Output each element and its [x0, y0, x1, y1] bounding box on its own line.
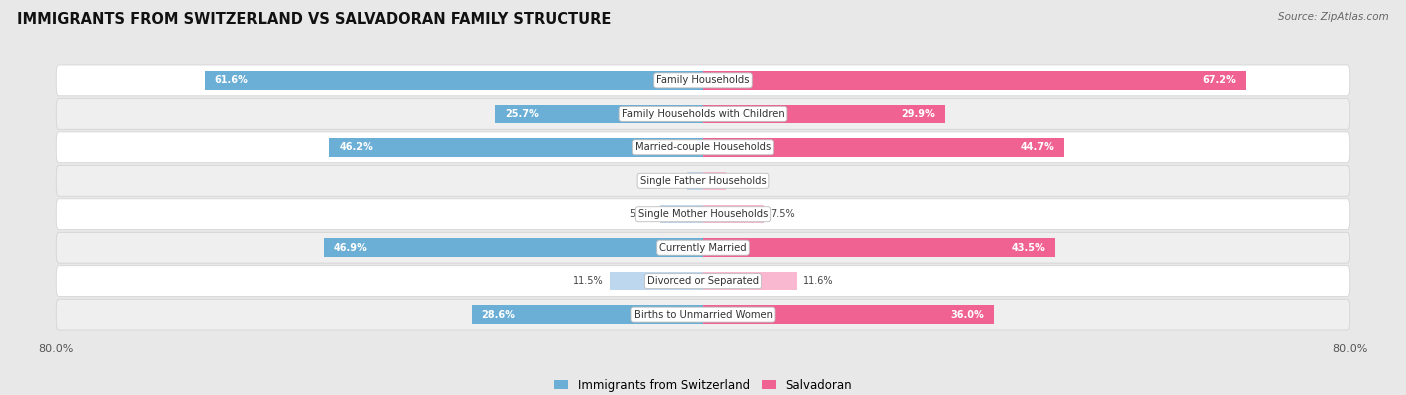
- Bar: [688, 171, 703, 190]
- FancyBboxPatch shape: [56, 98, 1350, 129]
- Text: Married-couple Households: Married-couple Households: [636, 142, 770, 152]
- FancyBboxPatch shape: [56, 65, 1350, 96]
- Text: Single Mother Households: Single Mother Households: [638, 209, 768, 219]
- Legend: Immigrants from Switzerland, Salvadoran: Immigrants from Switzerland, Salvadoran: [550, 374, 856, 395]
- Text: Currently Married: Currently Married: [659, 243, 747, 253]
- Text: 5.3%: 5.3%: [628, 209, 654, 219]
- Text: 11.5%: 11.5%: [572, 276, 603, 286]
- Text: Family Households: Family Households: [657, 75, 749, 85]
- Text: 2.0%: 2.0%: [655, 176, 681, 186]
- FancyBboxPatch shape: [56, 266, 1350, 297]
- Bar: [703, 205, 763, 224]
- Text: 28.6%: 28.6%: [481, 310, 516, 320]
- Text: 2.9%: 2.9%: [733, 176, 758, 186]
- Bar: [703, 239, 1054, 257]
- FancyBboxPatch shape: [56, 299, 1350, 330]
- FancyBboxPatch shape: [56, 232, 1350, 263]
- Text: 46.9%: 46.9%: [333, 243, 367, 253]
- Bar: [495, 105, 703, 123]
- Text: 25.7%: 25.7%: [505, 109, 538, 119]
- Bar: [661, 205, 703, 224]
- Bar: [205, 71, 703, 90]
- Bar: [472, 305, 703, 324]
- Text: 11.6%: 11.6%: [803, 276, 834, 286]
- Text: 7.5%: 7.5%: [770, 209, 794, 219]
- Bar: [703, 105, 945, 123]
- FancyBboxPatch shape: [56, 132, 1350, 163]
- Text: IMMIGRANTS FROM SWITZERLAND VS SALVADORAN FAMILY STRUCTURE: IMMIGRANTS FROM SWITZERLAND VS SALVADORA…: [17, 12, 612, 27]
- Text: 61.6%: 61.6%: [215, 75, 249, 85]
- Text: Divorced or Separated: Divorced or Separated: [647, 276, 759, 286]
- Text: 43.5%: 43.5%: [1011, 243, 1045, 253]
- Text: Family Households with Children: Family Households with Children: [621, 109, 785, 119]
- Bar: [703, 71, 1246, 90]
- Bar: [610, 272, 703, 290]
- Text: Single Father Households: Single Father Households: [640, 176, 766, 186]
- Bar: [703, 272, 797, 290]
- FancyBboxPatch shape: [56, 199, 1350, 229]
- Bar: [329, 138, 703, 156]
- Text: 36.0%: 36.0%: [950, 310, 984, 320]
- Bar: [703, 138, 1064, 156]
- Text: Source: ZipAtlas.com: Source: ZipAtlas.com: [1278, 12, 1389, 22]
- Bar: [703, 171, 727, 190]
- Text: 46.2%: 46.2%: [339, 142, 373, 152]
- Text: Births to Unmarried Women: Births to Unmarried Women: [634, 310, 772, 320]
- FancyBboxPatch shape: [56, 166, 1350, 196]
- Text: 44.7%: 44.7%: [1021, 142, 1054, 152]
- Text: 29.9%: 29.9%: [901, 109, 935, 119]
- Bar: [703, 305, 994, 324]
- Text: 67.2%: 67.2%: [1202, 75, 1237, 85]
- Bar: [323, 239, 703, 257]
